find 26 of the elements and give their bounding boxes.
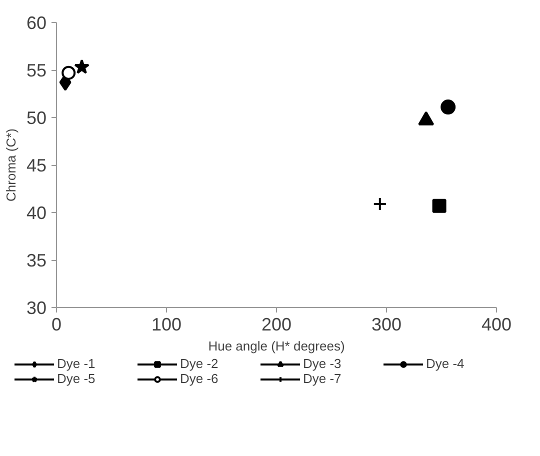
y-tick-label: 50 — [26, 108, 47, 128]
y-tick-label: 60 — [26, 13, 47, 33]
x-tick-label: 200 — [261, 314, 292, 334]
point — [74, 59, 90, 74]
y-tick-label: 40 — [26, 203, 47, 223]
point — [372, 196, 387, 211]
legend-label: Dye -4 — [426, 356, 466, 371]
legend-label: Dye -6 — [180, 371, 220, 386]
point — [62, 66, 76, 80]
x-tick-label: 0 — [51, 314, 62, 334]
legend-label: Dye -3 — [303, 356, 342, 371]
y-tick-label: 45 — [26, 156, 47, 176]
point — [432, 198, 446, 213]
x-tick-label: 300 — [371, 314, 402, 334]
legend-label: Dye -5 — [57, 371, 96, 386]
legend-label: Dye -1 — [57, 356, 96, 371]
y-tick-label: 55 — [26, 60, 47, 80]
x-axis-title: Hue angle (H* degrees) — [208, 338, 345, 354]
x-tick-label: 400 — [481, 314, 512, 334]
point — [440, 100, 456, 115]
y-axis-title: Chroma (C*) — [3, 128, 18, 202]
x-tick-label: 100 — [151, 314, 182, 334]
y-tick-label: 30 — [26, 298, 47, 318]
y-tick-label: 35 — [26, 250, 47, 270]
legend-label: Dye -7 — [303, 371, 342, 386]
legend-label: Dye -2 — [180, 356, 220, 371]
